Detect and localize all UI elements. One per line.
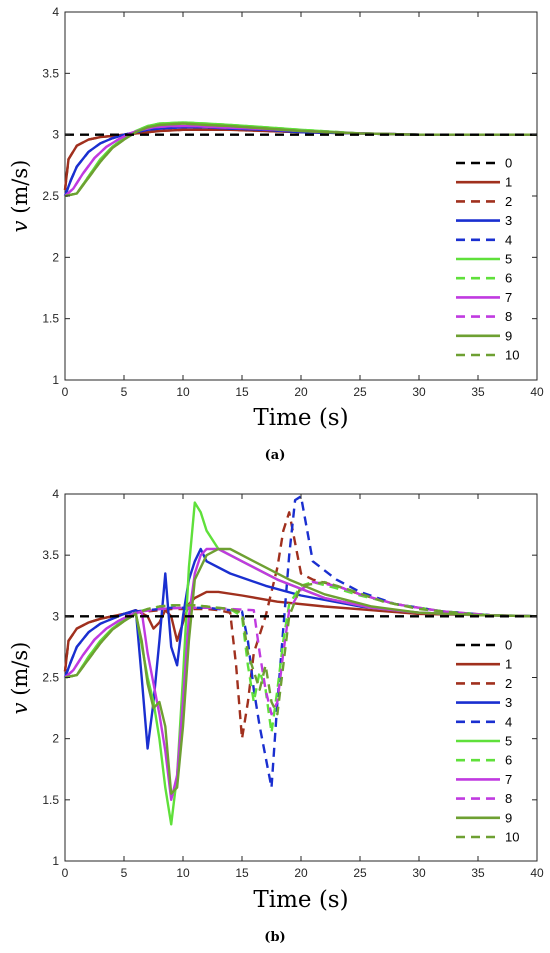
y-tick-label-a-2: 2	[52, 250, 59, 264]
legend-label-b-0: 0	[505, 638, 512, 653]
x-tick-label-a-6: 30	[412, 385, 426, 399]
x-tick-label-b-2: 10	[176, 866, 190, 880]
legend-label-b-5: 5	[505, 734, 512, 749]
y-tick-label-b-4: 3	[52, 609, 59, 623]
panel-label-b: (b)	[264, 930, 285, 945]
legend-label-a-2: 2	[505, 194, 512, 209]
plot-area-a	[64, 11, 538, 381]
x-axis-label-a: Time (s)	[253, 405, 348, 431]
legend-label-a-9: 9	[505, 328, 512, 343]
x-tick-label-b-1: 5	[121, 866, 128, 880]
y-tick-label-b-5: 3.5	[42, 548, 59, 562]
x-tick-label-a-8: 40	[530, 385, 544, 399]
x-tick-label-a-7: 35	[471, 385, 485, 399]
y-tick-label-b-2: 2	[52, 732, 59, 746]
series-line-b-9	[64, 547, 538, 795]
x-axis-label-b: Time (s)	[253, 887, 348, 913]
series-line-b-8	[64, 580, 538, 716]
x-tick-label-b-7: 35	[471, 866, 485, 880]
series-line-a-10	[64, 122, 537, 198]
legend-label-b-3: 3	[505, 695, 512, 710]
legend-label-a-0: 0	[505, 156, 512, 171]
x-tick-label-a-1: 5	[121, 385, 128, 399]
y-axis-label-b: v (m/s)	[8, 642, 32, 715]
legend-label-b-2: 2	[505, 676, 512, 691]
series-group-b	[63, 495, 538, 826]
y-tick-label-a-3: 2.5	[42, 189, 59, 203]
x-tick-label-b-8: 40	[530, 866, 544, 880]
legend-label-a-10: 10	[505, 348, 519, 363]
x-tick-label-a-3: 15	[235, 385, 249, 399]
series-line-a-2	[63, 128, 537, 191]
series-line-b-6	[64, 580, 538, 734]
legend-label-b-4: 4	[505, 714, 512, 729]
y-tick-label-b-3: 2.5	[42, 671, 59, 685]
y-tick-label-a-5: 3.5	[42, 66, 59, 80]
legend-b: 0 1 2 3 4 5 6 7 8 9 10	[456, 638, 519, 845]
plot-area-b	[64, 493, 538, 862]
x-tick-label-a-4: 20	[294, 385, 308, 399]
legend-label-b-6: 6	[505, 753, 512, 768]
y-tick-label-a-1: 1.5	[42, 312, 59, 326]
y-tick-label-a-6: 4	[52, 5, 59, 19]
legend-label-a-6: 6	[505, 271, 512, 286]
legend-label-a-8: 8	[505, 309, 512, 324]
series-line-b-3	[63, 547, 538, 750]
legend-label-b-9: 9	[505, 810, 512, 825]
x-tick-label-a-2: 10	[176, 385, 190, 399]
x-tick-label-b-4: 20	[294, 866, 308, 880]
series-line-b-10	[64, 580, 538, 716]
x-tick-label-b-5: 25	[353, 866, 367, 880]
legend-label-b-10: 10	[505, 830, 519, 845]
legend-label-a-4: 4	[505, 232, 512, 247]
legend-label-b-7: 7	[505, 772, 512, 787]
y-tick-label-b-6: 4	[52, 487, 59, 501]
y-tick-label-a-0: 1	[52, 373, 59, 387]
legend-label-a-5: 5	[505, 252, 512, 267]
y-tick-label-b-1: 1.5	[42, 793, 59, 807]
legend-label-a-7: 7	[505, 290, 512, 305]
x-tick-label-a-0: 0	[62, 385, 69, 399]
legend-label-a-3: 3	[505, 213, 512, 228]
x-tick-label-a-5: 25	[353, 385, 367, 399]
x-tick-label-b-0: 0	[62, 866, 69, 880]
x-tick-label-b-3: 15	[235, 866, 249, 880]
y-tick-label-a-4: 3	[52, 128, 59, 142]
legend-label-a-1: 1	[505, 175, 512, 190]
panel-label-a: (a)	[265, 448, 286, 463]
legend-a: 0 1 2 3 4 5 6 7 8 9 10	[456, 156, 519, 363]
legend-label-b-8: 8	[505, 791, 512, 806]
series-group-a	[63, 121, 537, 198]
series-line-b-1	[63, 590, 538, 672]
y-axis-label-a: v (m/s)	[8, 160, 32, 233]
legend-label-b-1: 1	[505, 657, 512, 672]
y-tick-label-b-0: 1	[52, 854, 59, 868]
x-tick-label-b-6: 30	[412, 866, 426, 880]
